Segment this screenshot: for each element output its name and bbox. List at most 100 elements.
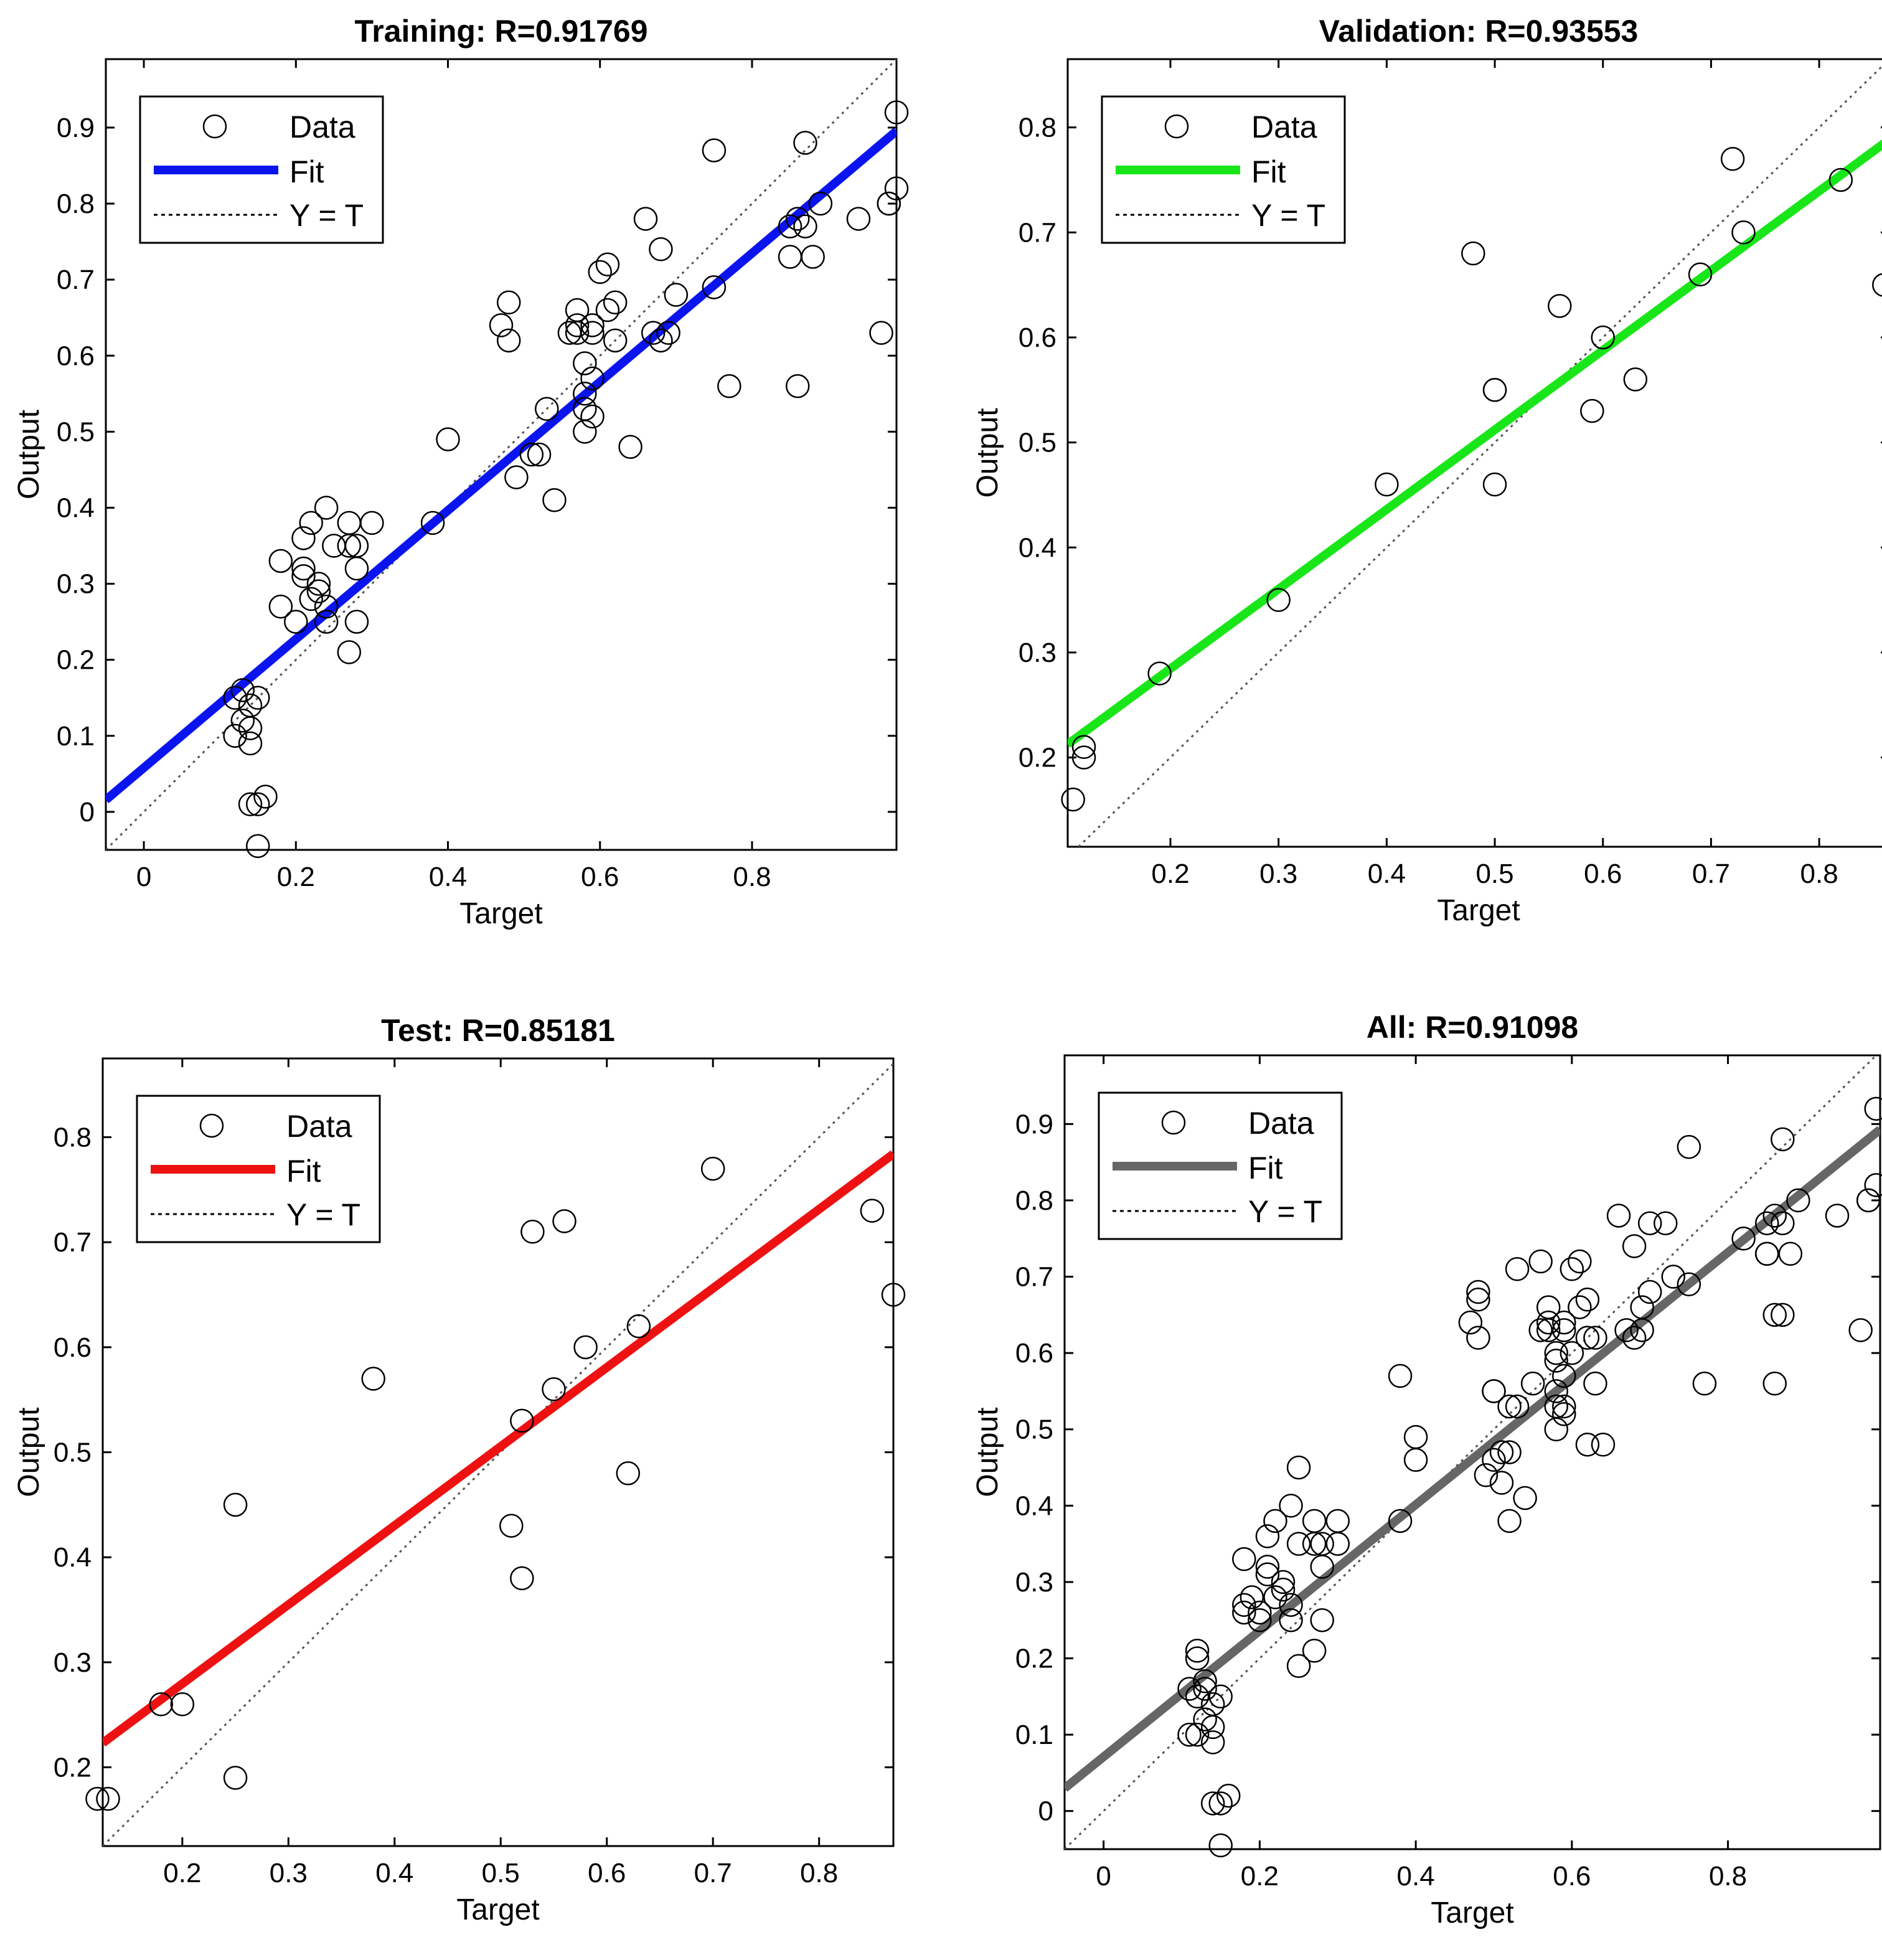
data-point — [96, 1786, 120, 1811]
data-point — [245, 834, 270, 859]
training-chart: Training: R=0.91769 0 0.2 0.4 0.6 0.8 0 0.1 0.2 0… — [0, 0, 959, 962]
fit-line — [103, 1150, 893, 1747]
x-tick-label: 0.2 — [277, 862, 315, 892]
x-axis-label: Target — [456, 1893, 539, 1926]
data-point — [306, 579, 331, 604]
data-point — [1208, 1791, 1233, 1816]
data-point — [1630, 1295, 1654, 1319]
data-point — [1864, 1173, 1882, 1197]
data-point — [1185, 1639, 1210, 1663]
data-point — [1872, 273, 1882, 297]
data-point — [1848, 1318, 1873, 1342]
data-point — [510, 1566, 534, 1591]
data-point — [1778, 1241, 1803, 1266]
data-point — [314, 610, 339, 634]
y-tick-label: 0.6 — [54, 1332, 92, 1363]
data-point — [1403, 1425, 1428, 1449]
data-point — [1497, 1394, 1522, 1419]
data-point — [1677, 1272, 1701, 1297]
y-tick-label: 0.7 — [1015, 1262, 1053, 1293]
data-point — [496, 328, 521, 353]
x-tick-label: 0.4 — [429, 862, 467, 892]
data-point — [1552, 1318, 1576, 1342]
y-tick-label: 0.2 — [1019, 743, 1056, 773]
data-point — [1583, 1371, 1607, 1396]
data-point — [1216, 1783, 1241, 1808]
data-point — [1762, 1204, 1787, 1228]
data-point — [1544, 1394, 1569, 1419]
y-tick-label: 0.7 — [54, 1227, 92, 1258]
x-tick-label: 0.6 — [588, 1858, 626, 1888]
data-point — [496, 290, 521, 315]
data-point — [580, 404, 605, 429]
data-point — [1482, 472, 1507, 497]
data-point — [1637, 1211, 1662, 1235]
legend-identity-label: Y = T — [286, 1197, 360, 1232]
data-point — [1325, 1509, 1350, 1534]
x-tick-label: 0.7 — [1692, 859, 1730, 889]
data-point — [1271, 1577, 1296, 1602]
data-point — [1193, 1677, 1217, 1701]
data-point — [291, 526, 316, 550]
data-point — [314, 594, 339, 619]
data-point — [656, 321, 680, 345]
validation-svg: Validation: R=0.93553 0.2 0.3 0.4 0.5 0.6 0.7 0… — [971, 14, 1882, 927]
data-point — [299, 587, 323, 611]
data-point — [565, 313, 590, 337]
data-point — [1762, 1303, 1787, 1327]
all-svg: All: R=0.91098 0 0.2 0.4 0.6 0.8 0 0.1 0.2 0.3 0.4… — [971, 1010, 1882, 1929]
y-tick-label: 0.4 — [1019, 532, 1056, 563]
data-point — [1536, 1318, 1561, 1342]
y-tick-label: 0.3 — [1019, 638, 1056, 668]
x-tick-label: 0.8 — [800, 1858, 838, 1888]
data-point — [786, 374, 810, 398]
data-point — [1520, 1371, 1545, 1396]
data-point — [595, 252, 620, 276]
y-tick-label: 0.3 — [57, 569, 95, 600]
x-tick-label: 0.6 — [1553, 1861, 1591, 1892]
data-point — [284, 610, 308, 634]
data-point — [1302, 1509, 1327, 1534]
data-point — [245, 686, 270, 710]
chart-title: All: R=0.91098 — [1367, 1010, 1578, 1045]
data-point — [616, 1461, 641, 1486]
data-point — [361, 1367, 385, 1391]
data-point — [1458, 1310, 1483, 1335]
data-point — [1771, 1303, 1795, 1327]
identity-line — [103, 1063, 893, 1846]
data-point — [238, 716, 263, 740]
data-point — [1271, 1570, 1296, 1595]
test-svg: Test: R=0.85181 0.2 0.3 0.4 0.5 0.6 0.7 0.8 0.2 0… — [12, 1013, 906, 1926]
data-point — [520, 1220, 545, 1244]
data-point — [1286, 1455, 1311, 1480]
data-point — [580, 321, 605, 345]
y-tick-label: 0.5 — [54, 1438, 92, 1468]
data-point — [778, 214, 802, 238]
data-point — [1552, 1310, 1576, 1335]
data-point — [1754, 1211, 1779, 1235]
y-tick-label: 0.8 — [1015, 1185, 1053, 1216]
data-point — [420, 511, 445, 535]
y-tick-label: 0.6 — [1015, 1338, 1053, 1369]
y-tick-label: 0 — [1038, 1796, 1053, 1827]
data-point — [360, 511, 384, 535]
data-point — [1606, 1204, 1631, 1228]
data-point — [552, 1209, 576, 1233]
data-point — [1568, 1249, 1592, 1274]
x-tick-label: 0.3 — [1259, 859, 1297, 889]
y-tick-label: 0.4 — [1015, 1491, 1053, 1521]
data-point — [1255, 1524, 1280, 1548]
data-point — [268, 594, 293, 619]
data-point — [1279, 1593, 1303, 1617]
data-point — [1325, 1532, 1350, 1556]
data-point — [1731, 1226, 1756, 1251]
data-point — [1544, 1349, 1569, 1373]
legend-data-label: Data — [289, 110, 355, 144]
data-point — [1489, 1440, 1514, 1464]
data-point — [1688, 262, 1713, 287]
data-point — [1266, 588, 1291, 612]
data-point — [1200, 1791, 1225, 1816]
data-point — [884, 176, 909, 200]
data-point — [603, 290, 628, 315]
data-point — [1200, 1730, 1225, 1755]
